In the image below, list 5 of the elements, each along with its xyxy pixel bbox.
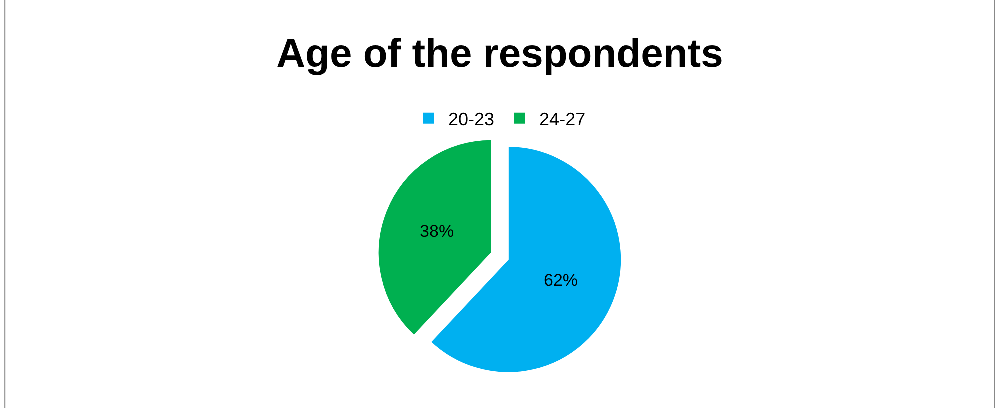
chart-title: Age of the respondents: [276, 32, 724, 76]
legend-label: 24-27: [540, 109, 586, 130]
data-label: 38%: [420, 222, 454, 241]
data-label: 62%: [544, 271, 578, 290]
legend-label: 20-23: [448, 109, 495, 130]
